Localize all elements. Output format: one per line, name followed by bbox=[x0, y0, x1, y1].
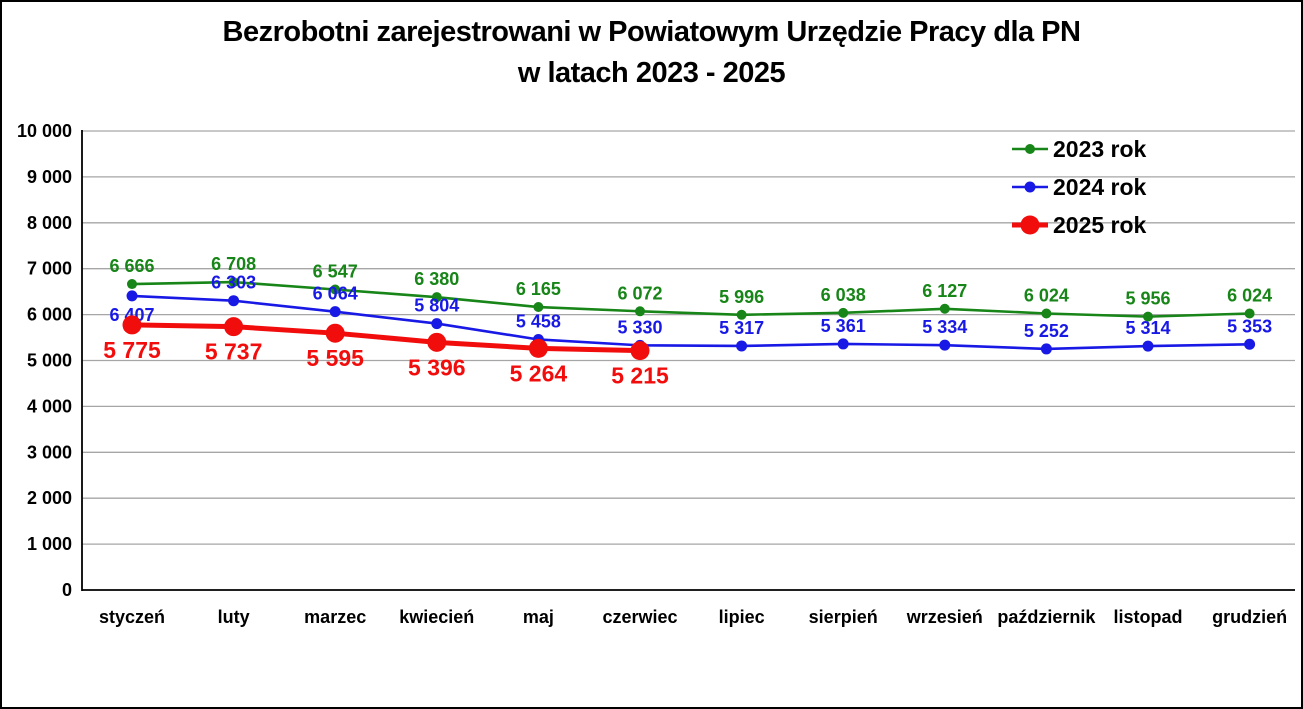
x-axis-label-8: wrzesień bbox=[906, 607, 983, 627]
data-label-2023-rok-5: 6 072 bbox=[617, 283, 662, 303]
data-label-2024-rok-11: 5 353 bbox=[1227, 316, 1272, 336]
series-line-2023-rok bbox=[131, 280, 1250, 318]
data-label-2023-rok-11: 6 024 bbox=[1227, 285, 1272, 305]
data-point-2023-rok-6 bbox=[736, 309, 747, 320]
legend-marker-2023-rok bbox=[1025, 144, 1035, 154]
data-label-2024-rok-0: 6 407 bbox=[109, 305, 154, 325]
data-point-2024-rok-3 bbox=[431, 318, 443, 330]
y-axis-tick-label: 1 000 bbox=[27, 534, 72, 554]
x-axis-label-2: marzec bbox=[304, 607, 366, 627]
data-point-2025-rok-4 bbox=[528, 338, 548, 358]
data-label-2025-rok-0: 5 775 bbox=[103, 337, 161, 363]
x-axis-label-6: lipiec bbox=[719, 607, 765, 627]
data-label-2025-rok-5: 5 215 bbox=[611, 363, 669, 389]
y-axis-tick-label: 5 000 bbox=[27, 351, 72, 371]
data-label-2024-rok-10: 5 314 bbox=[1125, 318, 1170, 338]
data-point-2024-rok-8 bbox=[939, 339, 951, 351]
data-label-2024-rok-1: 6 303 bbox=[211, 273, 256, 293]
x-axis-label-0: styczeń bbox=[99, 607, 165, 627]
data-point-2023-rok-3 bbox=[431, 292, 442, 303]
data-label-2023-rok-4: 6 165 bbox=[516, 279, 561, 299]
y-axis-tick-label: 10 000 bbox=[17, 121, 72, 141]
x-axis-label-10: listopad bbox=[1113, 607, 1182, 627]
y-axis-tick-label: 7 000 bbox=[27, 259, 72, 279]
chart-title: Bezrobotni zarejestrowani w Powiatowym U… bbox=[2, 12, 1301, 94]
legend-label-2024-rok: 2024 rok bbox=[1053, 174, 1147, 200]
data-point-2025-rok-1 bbox=[224, 317, 244, 337]
data-label-2023-rok-9: 6 024 bbox=[1024, 285, 1069, 305]
data-point-2023-rok-1 bbox=[228, 277, 239, 288]
data-point-2024-rok-1 bbox=[228, 295, 240, 307]
data-point-2023-rok-8 bbox=[939, 303, 950, 314]
data-point-2024-rok-9 bbox=[1040, 343, 1052, 355]
data-label-2024-rok-7: 5 361 bbox=[821, 316, 866, 336]
data-label-2024-rok-6: 5 317 bbox=[719, 318, 764, 338]
data-point-2024-rok-0 bbox=[126, 290, 138, 302]
y-axis-tick-label: 3 000 bbox=[27, 442, 72, 462]
series-line-2024-rok bbox=[131, 294, 1250, 351]
data-label-2024-rok-2: 6 064 bbox=[313, 284, 358, 304]
data-point-2023-rok-11 bbox=[1244, 308, 1255, 319]
data-point-2023-rok-9 bbox=[1041, 308, 1052, 319]
data-point-2023-rok-10 bbox=[1143, 311, 1153, 322]
data-label-2023-rok-6: 5 996 bbox=[719, 287, 764, 307]
data-point-2025-rok-0 bbox=[122, 315, 142, 335]
y-axis-tick-label: 9 000 bbox=[27, 167, 72, 187]
chart-title-line2: w latach 2023 - 2025 bbox=[517, 57, 786, 89]
data-label-2023-rok-7: 6 038 bbox=[821, 285, 866, 305]
x-axis-label-7: sierpień bbox=[809, 607, 878, 627]
y-axis-tick-label: 2 000 bbox=[27, 488, 72, 508]
data-point-2023-rok-2 bbox=[330, 284, 341, 295]
x-axis-label-3: kwiecień bbox=[399, 607, 474, 627]
data-label-2024-rok-3: 5 804 bbox=[414, 296, 459, 316]
data-label-2025-rok-4: 5 264 bbox=[510, 360, 568, 386]
data-label-2024-rok-5: 5 330 bbox=[617, 317, 662, 337]
legend-marker-2025-rok bbox=[1020, 215, 1040, 235]
legend-label-2025-rok: 2025 rok bbox=[1053, 212, 1147, 238]
data-label-2024-rok-8: 5 334 bbox=[922, 317, 967, 337]
data-label-2023-rok-1: 6 708 bbox=[211, 254, 256, 274]
data-label-2023-rok-0: 6 666 bbox=[109, 256, 154, 276]
data-point-2024-rok-7 bbox=[837, 338, 849, 350]
data-label-2023-rok-10: 5 956 bbox=[1125, 289, 1170, 309]
y-axis-tick-label: 0 bbox=[62, 580, 72, 600]
data-label-2025-rok-2: 5 595 bbox=[306, 345, 364, 371]
data-label-2025-rok-1: 5 737 bbox=[205, 339, 263, 365]
data-label-2024-rok-4: 5 458 bbox=[516, 311, 561, 331]
series-line-2025-rok bbox=[131, 322, 641, 354]
chart-title-line1: Bezrobotni zarejestrowani w Powiatowym U… bbox=[222, 16, 1081, 48]
y-axis-tick-label: 6 000 bbox=[27, 305, 72, 325]
data-label-2023-rok-3: 6 380 bbox=[414, 269, 459, 289]
data-point-2024-rok-6 bbox=[736, 340, 748, 352]
data-point-2025-rok-2 bbox=[325, 323, 345, 343]
data-point-2023-rok-7 bbox=[838, 307, 849, 318]
data-point-2025-rok-5 bbox=[630, 341, 650, 361]
x-axis-label-4: maj bbox=[523, 607, 554, 627]
data-point-2024-rok-11 bbox=[1244, 338, 1256, 350]
data-label-2023-rok-2: 6 547 bbox=[313, 261, 358, 281]
x-axis-label-11: grudzień bbox=[1212, 607, 1287, 627]
data-point-2023-rok-4 bbox=[533, 302, 544, 313]
data-point-2024-rok-2 bbox=[329, 306, 341, 318]
x-axis-label-9: październik bbox=[997, 607, 1096, 627]
legend-marker-2024-rok bbox=[1024, 181, 1036, 193]
data-point-2023-rok-0 bbox=[127, 279, 137, 290]
y-axis-tick-label: 8 000 bbox=[27, 213, 72, 233]
legend-label-2023-rok: 2023 rok bbox=[1053, 136, 1147, 162]
x-axis-label-1: luty bbox=[218, 607, 250, 627]
y-axis-tick-label: 4 000 bbox=[27, 396, 72, 416]
data-label-2023-rok-8: 6 127 bbox=[922, 281, 967, 301]
x-axis-label-5: czerwiec bbox=[602, 607, 677, 627]
data-label-2024-rok-9: 5 252 bbox=[1024, 321, 1069, 341]
data-point-2023-rok-5 bbox=[635, 306, 645, 317]
data-point-2025-rok-3 bbox=[427, 332, 447, 352]
data-label-2025-rok-3: 5 396 bbox=[408, 354, 466, 380]
data-point-2024-rok-10 bbox=[1142, 340, 1154, 352]
